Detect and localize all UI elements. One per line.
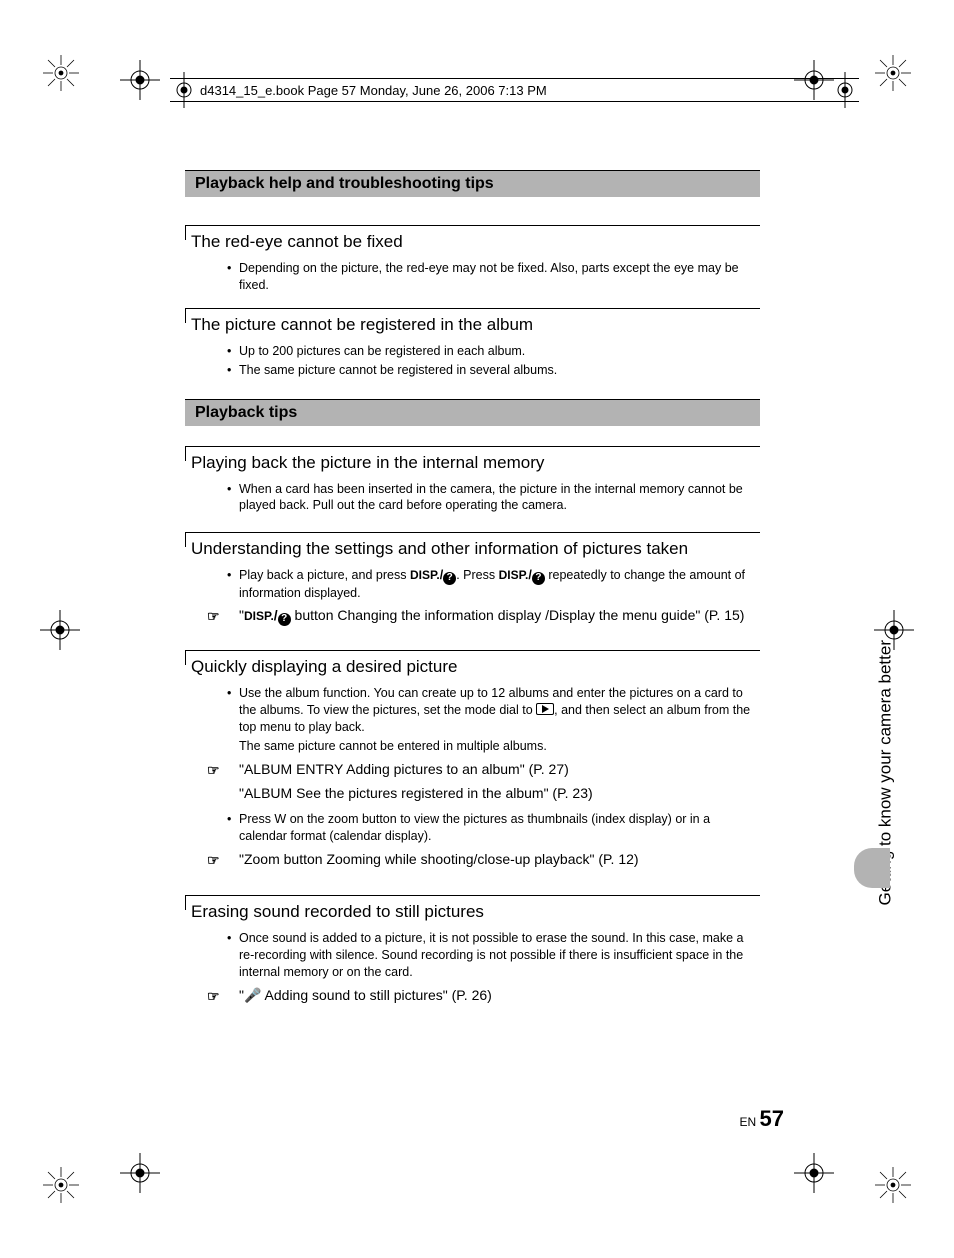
subsection-heading: Playing back the picture in the internal… [185,446,760,473]
cross-reference: ☞ "DISP./? button Changing the informati… [207,605,760,626]
disp-label: DISP. [244,609,274,623]
page-number: EN 57 [740,1106,785,1132]
pointer-icon: ☞ [207,986,220,1006]
body-text: Up to 200 pictures can be registered in … [227,343,760,360]
body-text: Play back a picture, and press DISP./?. … [227,567,760,601]
pointer-icon: ☞ [207,760,220,780]
body-text: Use the album function. You can create u… [227,685,760,736]
page-content: Playback help and troubleshooting tips T… [185,170,760,1009]
cross-reference: ☞ "🎤 Adding sound to still pictures" (P.… [207,985,760,1005]
playback-icon [536,703,554,715]
help-icon: ? [532,572,545,585]
registration-mark-icon [40,610,80,655]
pointer-icon: ☞ [207,850,220,870]
registration-mark-icon [120,1153,160,1198]
body-text: When a card has been inserted in the cam… [227,481,760,515]
crop-mark-icon [40,52,82,94]
cross-reference: ☞ "Zoom button Zooming while shooting/cl… [207,849,760,869]
running-header-text: d4314_15_e.book Page 57 Monday, June 26,… [200,83,547,98]
thumb-tab [854,848,890,888]
help-icon: ? [278,613,291,626]
subsection-heading: Erasing sound recorded to still pictures [185,895,760,922]
pointer-icon: ☞ [207,606,220,626]
section-header: Playback help and troubleshooting tips [185,170,760,197]
cross-reference: "ALBUM See the pictures registered in th… [239,783,760,803]
body-text: The same picture cannot be registered in… [227,362,760,379]
crop-mark-icon [872,52,914,94]
microphone-icon: 🎤 [244,987,261,1003]
cross-reference: ☞ "ALBUM ENTRY Adding pictures to an alb… [207,759,760,779]
disp-label: DISP. [410,568,440,582]
subsection-heading: The picture cannot be registered in the … [185,308,760,335]
running-header: d4314_15_e.book Page 57 Monday, June 26,… [170,78,859,102]
body-text: The same picture cannot be entered in mu… [227,738,760,755]
subsection-heading: The red-eye cannot be fixed [185,225,760,252]
registration-mark-icon [794,1153,834,1198]
section-header: Playback tips [185,399,760,426]
crop-mark-icon [872,1164,914,1206]
document-page: d4314_15_e.book Page 57 Monday, June 26,… [0,0,954,1258]
subsection-heading: Quickly displaying a desired picture [185,650,760,677]
header-ornament-icon [831,72,859,113]
body-text: Press W on the zoom button to view the p… [227,811,760,845]
registration-mark-icon [120,60,160,105]
subsection-heading: Understanding the settings and other inf… [185,532,760,559]
body-text: Once sound is added to a picture, it is … [227,930,760,981]
crop-mark-icon [40,1164,82,1206]
disp-label: DISP. [499,568,529,582]
body-text: Depending on the picture, the red-eye ma… [227,260,760,294]
help-icon: ? [443,572,456,585]
